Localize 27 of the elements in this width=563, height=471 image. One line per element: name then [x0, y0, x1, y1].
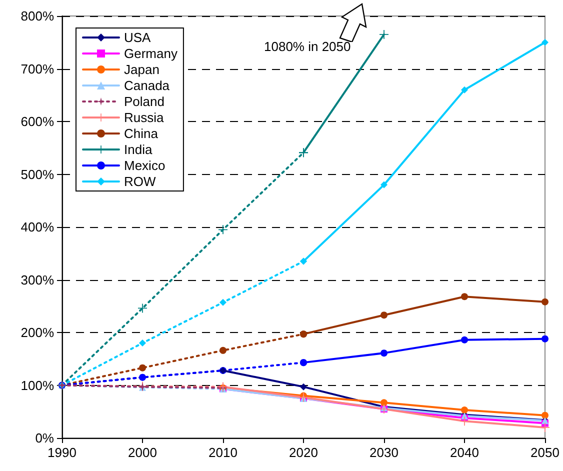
legend-label: India — [124, 142, 153, 157]
y-tick-label: 400% — [20, 220, 54, 234]
legend-label: Germany — [124, 46, 178, 61]
legend-label: ROW — [124, 174, 156, 189]
y-tick-label: 300% — [20, 272, 54, 288]
legend-label: Canada — [124, 78, 170, 93]
legend-label: Poland — [124, 94, 164, 109]
x-tick-label: 2030 — [370, 445, 398, 460]
legend-label: China — [124, 126, 159, 141]
legend-label: Japan — [124, 62, 160, 77]
legend-label: Russia — [124, 110, 165, 125]
y-tick-label: 600% — [20, 114, 54, 129]
y-tick-label: 0% — [35, 430, 54, 446]
y-tick-label: 800% — [20, 8, 54, 24]
y-tick-label: 200% — [20, 325, 54, 340]
y-tick-label: 700% — [20, 61, 54, 76]
x-tick-label: 2000 — [128, 445, 157, 460]
x-tick-label: 2010 — [208, 445, 238, 460]
x-tick-label: 2040 — [450, 445, 479, 460]
y-tick-label: 100% — [20, 378, 54, 393]
annotation: 1080% in 2050 — [264, 39, 351, 54]
y-tick-label: 500% — [20, 166, 54, 182]
legend-label: USA — [124, 30, 152, 45]
legend-label: Mexico — [124, 158, 166, 173]
x-tick-label: 1990 — [48, 445, 76, 460]
x-tick-label: 2020 — [289, 445, 318, 460]
x-tick-label: 2050 — [530, 445, 560, 460]
